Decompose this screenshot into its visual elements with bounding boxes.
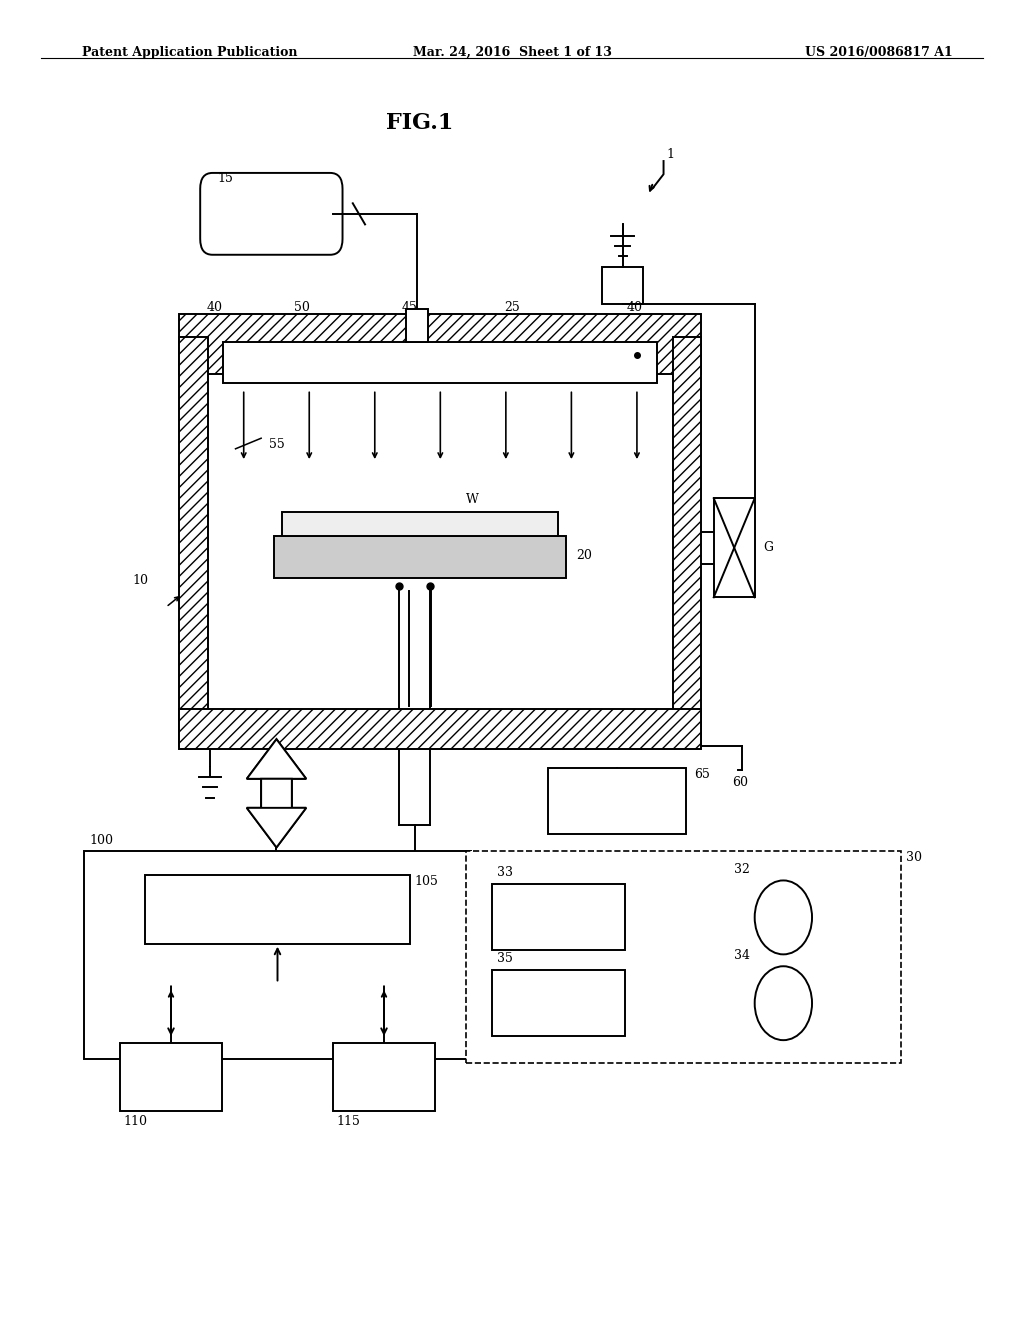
Text: 60: 60 <box>732 776 749 789</box>
Text: 1: 1 <box>667 148 675 161</box>
Text: Mar. 24, 2016  Sheet 1 of 13: Mar. 24, 2016 Sheet 1 of 13 <box>413 46 611 59</box>
Text: 35: 35 <box>497 952 513 965</box>
Bar <box>333 1043 435 1111</box>
Bar <box>179 709 701 750</box>
Text: ~: ~ <box>776 991 791 1010</box>
Bar <box>84 851 471 1059</box>
Text: 10: 10 <box>132 574 148 587</box>
Bar <box>466 851 901 1063</box>
Bar <box>492 970 625 1036</box>
Text: 100: 100 <box>89 834 113 847</box>
Bar <box>714 499 755 597</box>
Text: 32: 32 <box>733 863 750 876</box>
Text: 115: 115 <box>337 1115 360 1129</box>
Text: 30: 30 <box>906 851 923 865</box>
Text: 40: 40 <box>207 301 223 314</box>
Text: ROM: ROM <box>155 1071 187 1084</box>
Bar <box>282 512 558 536</box>
Text: G: G <box>763 541 773 554</box>
Text: 45: 45 <box>401 301 418 314</box>
Text: 40: 40 <box>627 301 643 314</box>
Bar <box>406 309 428 342</box>
Text: 105: 105 <box>415 875 438 888</box>
Bar <box>223 342 657 383</box>
Text: 34: 34 <box>733 949 750 962</box>
Text: W: W <box>466 492 479 506</box>
Text: RAM: RAM <box>369 1071 399 1084</box>
Text: 15: 15 <box>218 172 233 185</box>
Text: 20: 20 <box>577 549 592 562</box>
FancyArrow shape <box>247 739 306 779</box>
Text: 33: 33 <box>497 866 513 879</box>
Bar <box>602 267 643 304</box>
Circle shape <box>755 880 812 954</box>
Text: FIG.1: FIG.1 <box>386 112 454 135</box>
Text: CPU: CPU <box>263 903 292 916</box>
Bar <box>492 884 625 950</box>
FancyBboxPatch shape <box>201 173 342 255</box>
Text: US 2016/0086817 A1: US 2016/0086817 A1 <box>805 46 952 59</box>
FancyArrow shape <box>247 808 306 847</box>
Text: Patent Application Publication: Patent Application Publication <box>82 46 297 59</box>
Text: 55: 55 <box>268 438 285 451</box>
Text: 110: 110 <box>124 1115 147 1129</box>
Text: 50: 50 <box>294 301 310 314</box>
Text: 25: 25 <box>504 301 520 314</box>
FancyArrow shape <box>247 739 306 808</box>
Bar <box>179 337 208 746</box>
FancyArrow shape <box>247 779 306 847</box>
Text: 65: 65 <box>694 768 711 781</box>
Circle shape <box>755 966 812 1040</box>
Bar <box>120 1043 222 1111</box>
Text: ~: ~ <box>776 906 791 924</box>
Bar <box>673 337 701 746</box>
Bar <box>548 768 686 834</box>
Bar <box>145 875 410 944</box>
Bar <box>179 314 701 374</box>
Bar <box>273 536 566 578</box>
